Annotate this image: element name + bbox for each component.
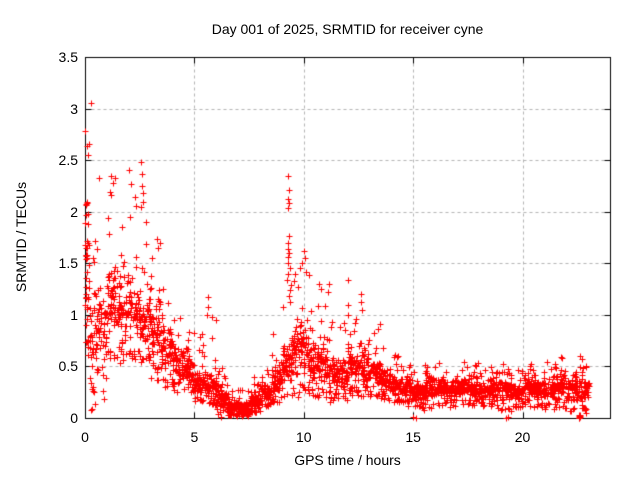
x-tick-label: 5	[190, 429, 199, 445]
x-tick-label: 15	[405, 429, 421, 445]
y-tick-label: 3	[70, 100, 78, 117]
chart-title: Day 001 of 2025, SRMTID for receiver cyn…	[211, 21, 484, 37]
x-tick-label: 20	[514, 429, 531, 445]
x-tick-label: 10	[295, 429, 312, 445]
y-tick-label: 0.5	[58, 358, 78, 375]
y-tick-label: 2	[70, 203, 78, 220]
y-tick-label: 1	[70, 306, 78, 323]
y-tick-label: 0	[70, 410, 78, 426]
y-tick-label: 3.5	[58, 49, 78, 65]
x-axis-label: GPS time / hours	[294, 452, 401, 468]
x-tick-label: 0	[81, 429, 89, 445]
y-axis-label: SRMTID / TECUs	[13, 181, 29, 293]
y-tick-label: 2.5	[58, 152, 78, 169]
y-tick-label: 1.5	[58, 255, 78, 272]
